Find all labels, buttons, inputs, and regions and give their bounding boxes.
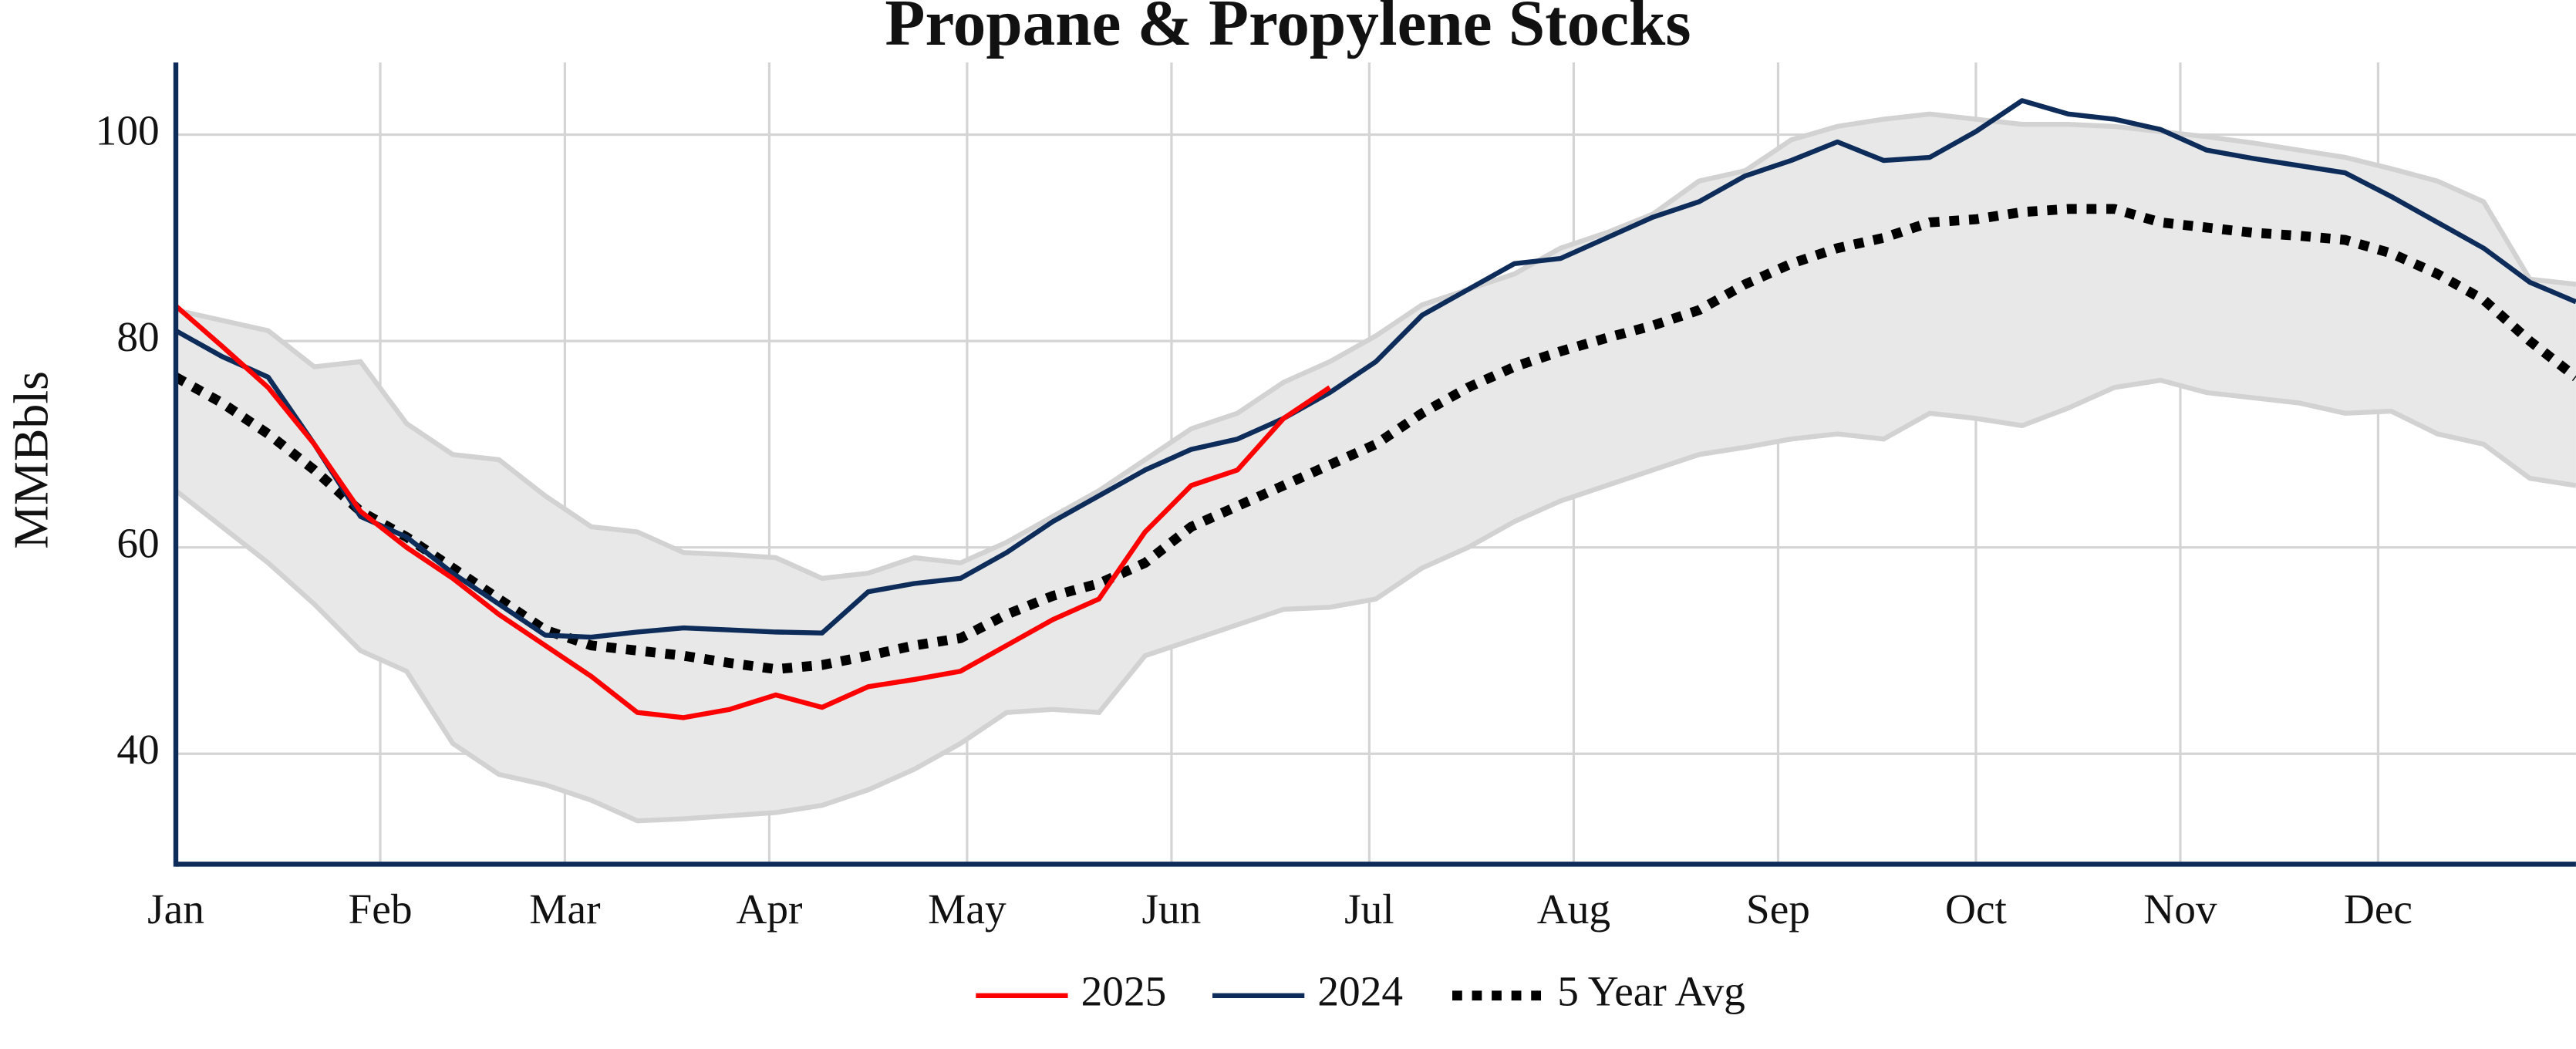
y-tick-label: 80 bbox=[116, 313, 159, 360]
x-tick-label: Mar bbox=[529, 885, 600, 933]
chart-title: Propane & Propylene Stocks bbox=[885, 0, 1691, 59]
series-line bbox=[174, 304, 1331, 720]
y-axis-label: MMBbls bbox=[4, 371, 59, 549]
range-edge bbox=[174, 377, 2576, 824]
legend-label: 2025 bbox=[1081, 967, 1167, 1014]
series-line bbox=[173, 204, 2576, 674]
x-tick-label: Oct bbox=[1945, 885, 2008, 933]
x-tick-label: Jul bbox=[1344, 885, 1394, 933]
x-tick-label: Dec bbox=[2344, 885, 2412, 933]
x-tick-label: Jun bbox=[1141, 885, 1201, 933]
x-tick-label: Nov bbox=[2143, 885, 2217, 933]
legend-label: 2024 bbox=[1317, 967, 1403, 1014]
y-tick-label: 60 bbox=[116, 519, 159, 566]
x-tick-label: Jan bbox=[147, 885, 204, 933]
series-line bbox=[174, 98, 2576, 640]
x-tick-label: Sep bbox=[1746, 885, 1810, 933]
range-edge bbox=[175, 111, 2576, 582]
x-tick-label: Aug bbox=[1537, 885, 1610, 933]
y-tick-label: 40 bbox=[116, 726, 159, 773]
legend-label: 5 Year Avg bbox=[1557, 967, 1745, 1014]
range-band bbox=[175, 113, 2576, 821]
x-tick-label: Apr bbox=[736, 885, 802, 933]
y-tick-label: 100 bbox=[96, 106, 160, 153]
x-tick-label: May bbox=[928, 885, 1006, 933]
x-tick-label: Feb bbox=[348, 885, 412, 933]
